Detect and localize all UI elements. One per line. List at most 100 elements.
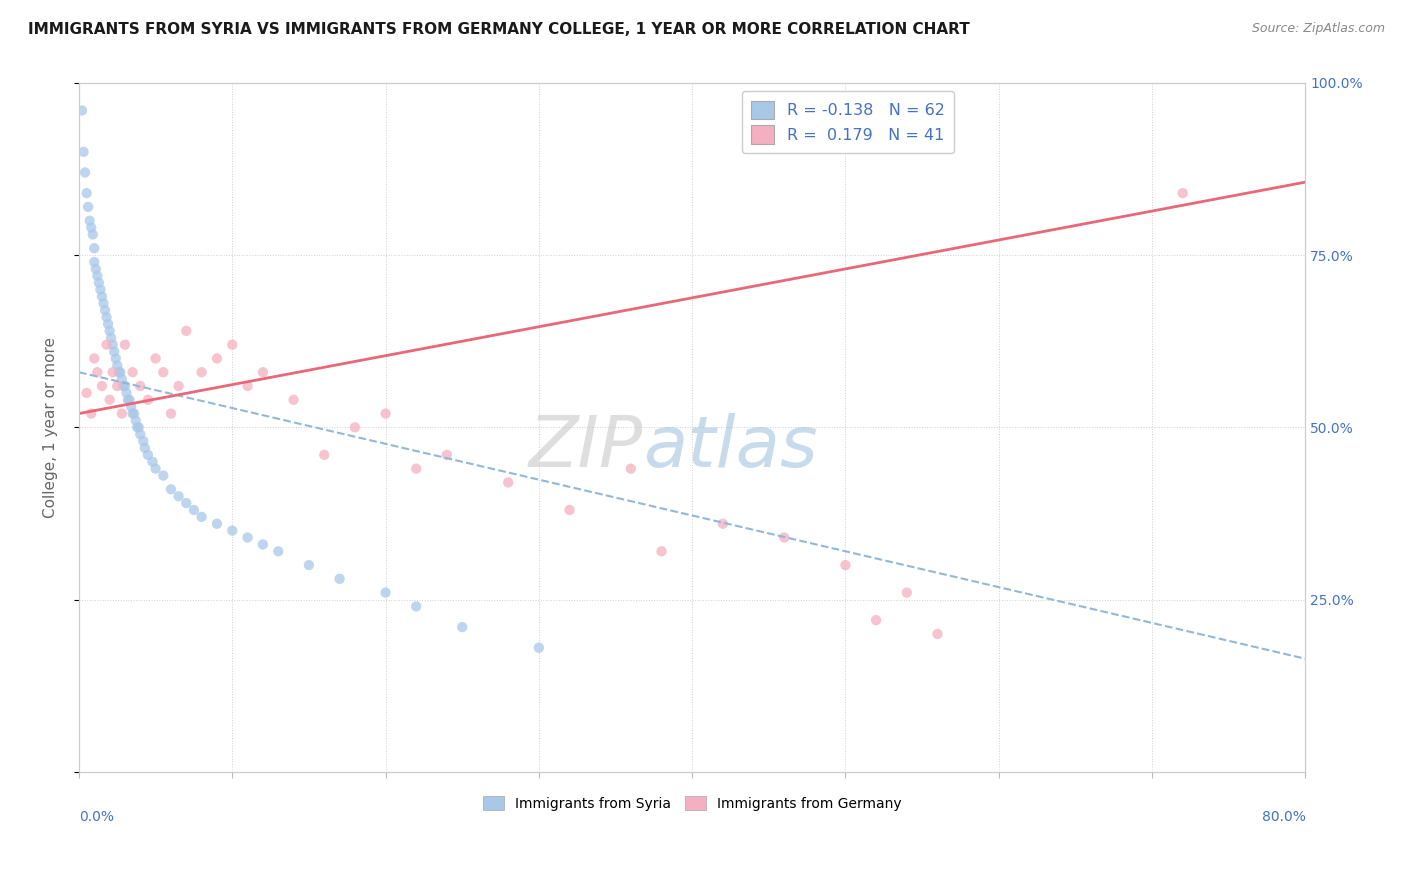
Point [115,385,138,400]
Point [124,413,146,427]
Point [190,365,212,379]
Point [298,558,321,572]
Point [112,379,135,393]
Point [496,475,519,490]
Point [83,241,105,255]
Point [136,392,159,407]
Point [80,407,103,421]
Point [100,331,122,345]
Point [87,276,110,290]
Point [96,337,118,351]
Point [451,620,474,634]
Point [190,509,212,524]
Point [436,448,458,462]
Point [236,379,259,393]
Text: atlas: atlas [643,414,818,483]
Point [111,372,134,386]
Point [118,392,141,407]
Point [114,379,136,393]
Point [174,324,197,338]
Point [121,407,143,421]
Point [160,483,183,497]
Point [314,448,336,462]
Text: ZIP: ZIP [529,414,643,483]
Point [141,455,163,469]
Point [650,544,672,558]
Point [94,303,117,318]
Point [167,379,190,393]
Point [773,531,796,545]
Point [122,407,145,421]
Point [283,392,305,407]
Point [252,537,274,551]
Point [83,255,105,269]
Point [527,640,550,655]
Point [91,379,114,393]
Point [104,351,127,366]
Point [111,407,134,421]
Point [84,261,107,276]
Point [221,524,243,538]
Point [145,461,167,475]
Point [374,585,396,599]
Point [91,289,114,303]
Point [205,351,228,366]
Point [183,503,205,517]
Point [620,461,643,475]
Text: 0.0%: 0.0% [79,810,114,823]
Point [105,359,128,373]
Point [72,145,94,159]
Point [114,337,136,351]
Legend: R = -0.138   N = 62, R =  0.179   N = 41: R = -0.138 N = 62, R = 0.179 N = 41 [742,91,955,153]
Text: 80.0%: 80.0% [1261,810,1305,823]
Point [405,599,427,614]
Point [101,365,124,379]
Point [97,317,120,331]
Point [83,351,105,366]
Text: IMMIGRANTS FROM SYRIA VS IMMIGRANTS FROM GERMANY COLLEGE, 1 YEAR OR MORE CORRELA: IMMIGRANTS FROM SYRIA VS IMMIGRANTS FROM… [28,22,970,37]
Point [86,365,108,379]
Point [110,365,132,379]
Point [252,365,274,379]
Point [127,420,149,434]
Point [329,572,352,586]
Point [86,268,108,283]
Point [167,489,190,503]
Point [98,324,121,338]
Point [101,337,124,351]
Point [136,448,159,462]
Point [80,220,103,235]
Point [160,407,183,421]
Point [120,400,142,414]
Point [117,392,139,407]
Point [108,365,131,379]
Point [896,585,918,599]
Point [152,468,174,483]
Point [76,385,98,400]
Point [77,200,100,214]
Point [129,379,152,393]
Y-axis label: College, 1 year or more: College, 1 year or more [44,337,58,518]
Point [105,379,128,393]
Point [132,434,155,449]
Point [76,186,98,201]
Point [865,613,887,627]
Point [129,427,152,442]
Point [343,420,366,434]
Point [79,213,101,227]
Point [121,365,143,379]
Point [152,365,174,379]
Point [558,503,581,517]
Point [128,420,150,434]
Point [174,496,197,510]
Point [221,337,243,351]
Point [1171,186,1194,201]
Point [96,310,118,325]
Point [75,165,97,179]
Point [927,627,949,641]
Point [145,351,167,366]
Point [98,392,121,407]
Point [103,344,125,359]
Point [205,516,228,531]
Point [82,227,104,242]
